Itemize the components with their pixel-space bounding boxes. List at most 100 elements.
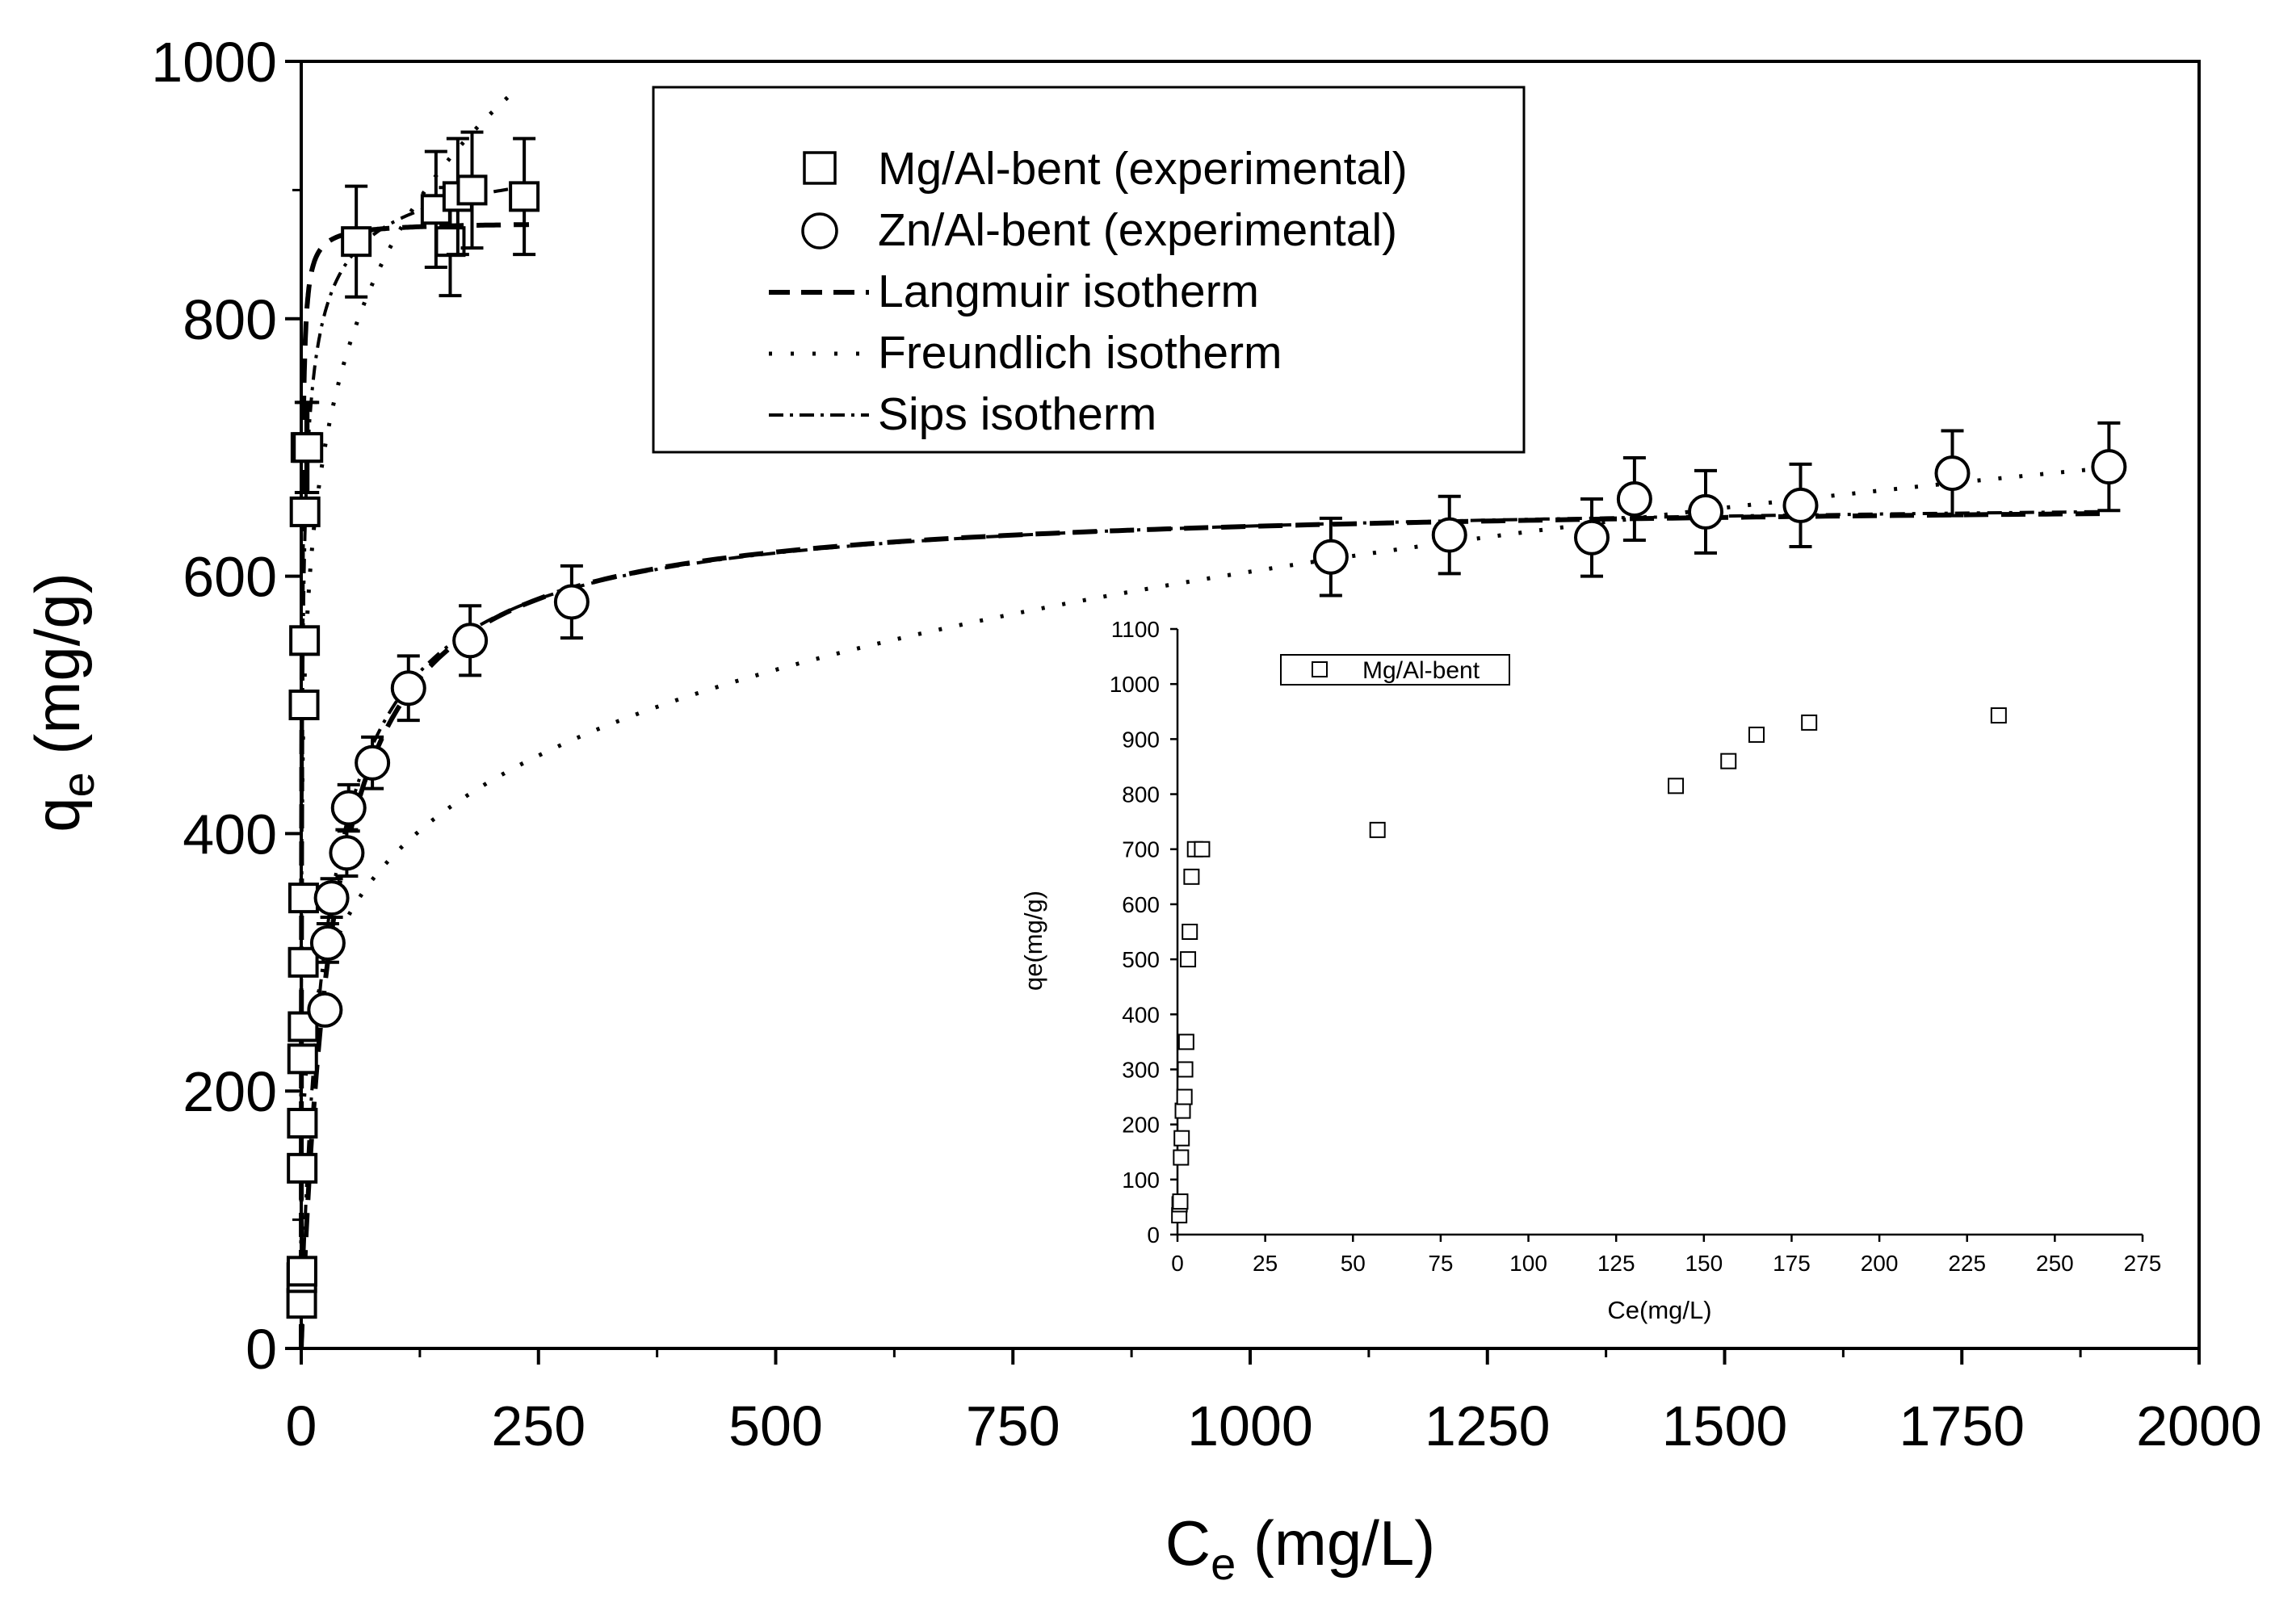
main-legend-box: [652, 86, 1526, 454]
znal-data-point: [330, 790, 367, 826]
mgal-data-point: [288, 883, 319, 914]
main-x-axis: 0 250 500 750 1000 1250 1500 1750 2000: [286, 1348, 2262, 1457]
mgal-data-point: [456, 174, 488, 206]
y-tick-label: 1000: [151, 31, 277, 94]
znal-data-point: [307, 992, 343, 1028]
x-tick-label: 1500: [1662, 1394, 1788, 1457]
inset-y-tick-label: 600: [1122, 892, 1160, 917]
freundlich-curve: [299, 466, 2105, 1348]
x-tick-label: 250: [491, 1394, 586, 1457]
x-tick-label: 500: [728, 1394, 823, 1457]
x-tick-label: 750: [966, 1394, 1060, 1457]
inset-data-point: [1720, 753, 1737, 769]
mgal-data-point: [286, 1256, 317, 1287]
mgal-data-point: [287, 1043, 318, 1075]
znal-data-point: [309, 925, 346, 961]
mgal-data-point: [341, 226, 372, 258]
inset-x-tick-label: 75: [1428, 1251, 1453, 1276]
inset-x-axis-title: Ce(mg/L): [1607, 1296, 1711, 1324]
znal-data-point: [1782, 487, 1819, 523]
inset-data-point: [1173, 1149, 1190, 1166]
inset-x-tick-label: 125: [1597, 1251, 1635, 1276]
inset-data-point: [1177, 1061, 1194, 1078]
inset-x-tick-label: 150: [1685, 1251, 1723, 1276]
inset-x-tick-label: 225: [1948, 1251, 1986, 1276]
inset-legend-square-marker: [1312, 661, 1328, 677]
main-y-axis: 0 200 400 600 800 1000: [151, 31, 301, 1381]
x-axis-title: Ce (mg/L): [1165, 1507, 1436, 1589]
inset-data-point: [1182, 924, 1198, 940]
znal-data-point: [329, 835, 365, 871]
legend-square-marker: [803, 151, 837, 185]
langmuir-curve: [299, 222, 530, 1348]
inset-y-tick-label: 800: [1122, 782, 1160, 807]
mgal-data-point: [289, 625, 321, 656]
inset-data-point: [1369, 821, 1386, 838]
inset-y-axis-title: qe(mg/g): [1019, 891, 1047, 991]
znal-data-point: [355, 744, 391, 781]
znal-data-point: [1688, 493, 1723, 530]
inset-data-point: [1177, 1034, 1194, 1050]
znal-data-point: [1616, 480, 1652, 517]
inset-y-tick-label: 100: [1122, 1168, 1160, 1193]
inset-x-tick-label: 100: [1509, 1251, 1547, 1276]
y-tick-label: 800: [183, 288, 277, 351]
inset-x-tick-label: 0: [1171, 1251, 1184, 1276]
znal-data-point: [1312, 539, 1349, 575]
inset-y-tick-label: 900: [1122, 727, 1160, 752]
inset-data-point: [1173, 1130, 1190, 1147]
inset-x-tick-label: 175: [1773, 1251, 1811, 1276]
legend-label-langmuir: Langmuir isotherm: [878, 266, 1259, 317]
inset-data-point: [1174, 1102, 1191, 1119]
inset-data-point: [1176, 1088, 1193, 1105]
inset-y-tick-label: 500: [1122, 947, 1160, 972]
mgal-data-point: [287, 1152, 318, 1184]
inset-y-tick-label: 700: [1122, 837, 1160, 862]
inset-y-tick-label: 400: [1122, 1002, 1160, 1027]
inset-x-tick-label: 275: [2124, 1251, 2162, 1276]
x-tick-label: 1250: [1425, 1394, 1551, 1457]
inset-legend-box: [1280, 654, 1510, 686]
znal-data-point: [313, 880, 350, 916]
inset-y-tick-label: 300: [1122, 1057, 1160, 1082]
inset-y-tick-label: 0: [1147, 1222, 1160, 1247]
inset-x-axis: 0 25 50 75 100 125 150 175 200 225 250 275: [1171, 1235, 2161, 1276]
x-tick-label: 0: [286, 1394, 317, 1457]
inset-chart: 0 25 50 75 100 125 150 175 200 225 250 275 0 100 200 3…: [1019, 617, 2161, 1324]
legend-label-mgal-exp: Mg/Al-bent (experimental): [878, 143, 1408, 195]
znal-data-point: [1431, 517, 1467, 553]
mgal-data-point: [287, 1108, 318, 1139]
znal-data-point: [390, 670, 426, 707]
x-tick-label: 1000: [1187, 1394, 1313, 1457]
inset-data-point: [1668, 778, 1685, 795]
mgal-data-point: [288, 690, 320, 720]
mgal-data-point: [286, 1288, 317, 1319]
inset-y-tick-label: 200: [1122, 1113, 1160, 1138]
x-tick-label: 2000: [2136, 1394, 2262, 1457]
inset-data-point: [1183, 868, 1200, 885]
experimental-points: [286, 130, 2127, 1319]
inset-data-point: [1172, 1193, 1189, 1210]
legend-label-sips: Sips isotherm: [878, 388, 1156, 440]
x-tick-label: 1750: [1899, 1394, 2025, 1457]
inset-x-tick-label: 50: [1341, 1251, 1366, 1276]
inset-y-axis: 0 100 200 300 400 500 600 700 800 900 1000 1100: [1110, 617, 1177, 1247]
inset-data-point: [1748, 726, 1765, 743]
inset-data-point: [1801, 714, 1818, 731]
znal-data-point: [2091, 449, 2127, 485]
znal-data-point: [1574, 519, 1610, 556]
legend-label-znal-exp: Zn/Al-bent (experimental): [878, 204, 1397, 256]
inset-legend-label: Mg/Al-bent: [1362, 657, 1480, 684]
mgal-data-point: [292, 432, 324, 463]
inset-y-tick-label: 1100: [1111, 617, 1160, 642]
y-tick-label: 600: [183, 546, 277, 609]
y-tick-label: 400: [183, 803, 277, 866]
znal-data-point: [553, 584, 590, 620]
inset-x-tick-label: 200: [1861, 1251, 1899, 1276]
inset-data-point: [1180, 951, 1197, 968]
main-legend: Mg/Al-bent (experimental) Zn/Al-bent (ex…: [652, 86, 1526, 454]
inset-x-tick-label: 250: [2036, 1251, 2074, 1276]
mgal-data-point: [434, 226, 466, 258]
inset-points: [1171, 707, 2007, 1224]
